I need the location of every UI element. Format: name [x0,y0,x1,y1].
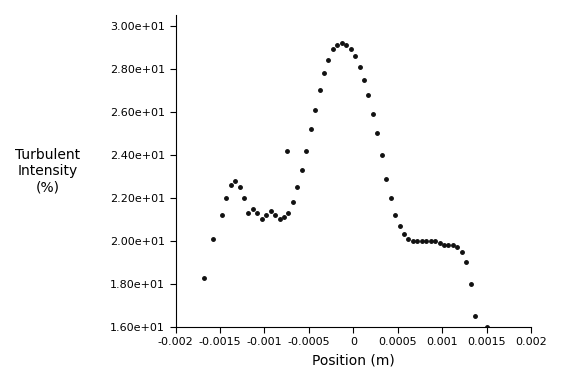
Y-axis label: Turbulent
Intensity
(%): Turbulent Intensity (%) [15,148,80,194]
X-axis label: Position (m): Position (m) [312,353,395,367]
